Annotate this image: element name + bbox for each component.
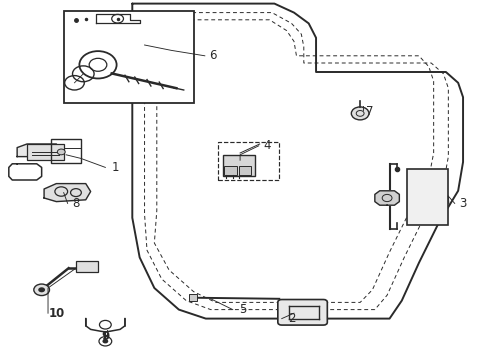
Text: 8: 8 bbox=[72, 197, 80, 210]
Bar bbox=[239, 166, 251, 175]
Text: 9: 9 bbox=[101, 330, 109, 343]
FancyBboxPatch shape bbox=[278, 300, 327, 325]
Text: 3: 3 bbox=[459, 197, 467, 210]
Circle shape bbox=[57, 149, 65, 155]
Bar bbox=[76, 261, 98, 272]
Bar bbox=[223, 155, 255, 176]
Bar bbox=[27, 144, 64, 160]
Bar bbox=[64, 11, 194, 103]
Text: 1: 1 bbox=[111, 161, 119, 174]
Bar bbox=[407, 169, 448, 225]
Polygon shape bbox=[375, 191, 399, 205]
Text: 10: 10 bbox=[48, 307, 65, 320]
Polygon shape bbox=[17, 144, 61, 157]
Circle shape bbox=[34, 284, 49, 296]
Circle shape bbox=[38, 287, 45, 292]
Circle shape bbox=[102, 339, 108, 343]
Circle shape bbox=[351, 107, 369, 120]
Text: 5: 5 bbox=[239, 303, 246, 316]
Text: 6: 6 bbox=[209, 49, 217, 62]
Bar bbox=[218, 142, 279, 180]
Text: 7: 7 bbox=[366, 105, 374, 118]
Polygon shape bbox=[44, 184, 91, 202]
Bar bbox=[224, 166, 237, 175]
Text: 4: 4 bbox=[263, 139, 271, 152]
Bar bbox=[189, 294, 197, 301]
Text: 2: 2 bbox=[288, 312, 295, 325]
Bar bbox=[51, 139, 81, 163]
